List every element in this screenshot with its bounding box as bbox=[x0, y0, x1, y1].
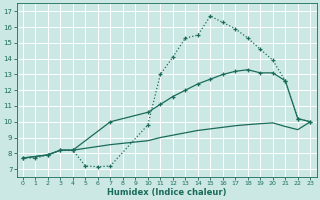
X-axis label: Humidex (Indice chaleur): Humidex (Indice chaleur) bbox=[107, 188, 226, 197]
